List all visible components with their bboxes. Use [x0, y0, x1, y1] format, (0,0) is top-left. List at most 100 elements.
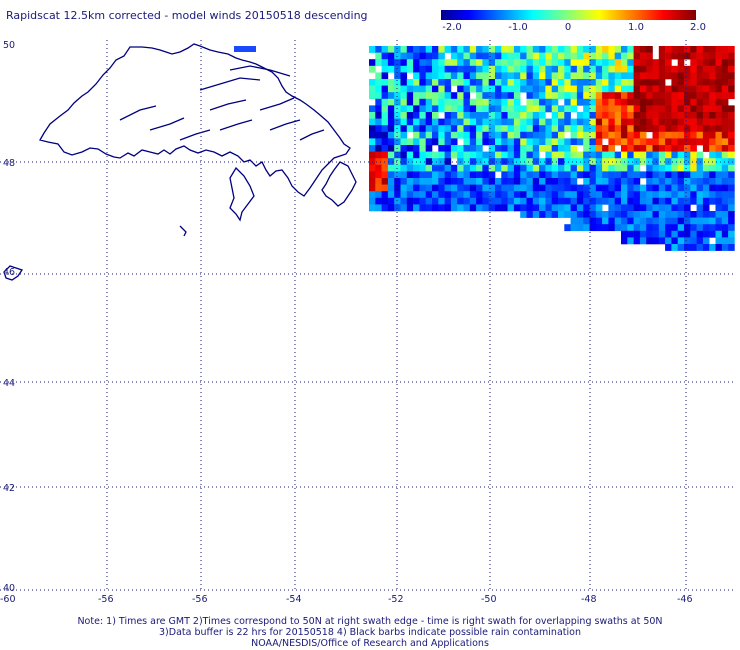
- swath-cell: [665, 105, 672, 113]
- swath-cell: [621, 197, 628, 205]
- swath-cell: [406, 79, 414, 86]
- swath-cell: [715, 244, 723, 251]
- swath-cell: [589, 178, 597, 185]
- swath-cell: [444, 158, 452, 166]
- swath-cell: [665, 184, 672, 192]
- swath-cell: [482, 92, 489, 100]
- swath-cell: [501, 178, 508, 185]
- swath-cell: [671, 151, 678, 159]
- swath-cell: [400, 46, 408, 53]
- swath-cell: [633, 171, 641, 179]
- swath-cell: [595, 79, 603, 86]
- inlet: [269, 119, 301, 131]
- swath-cell: [658, 158, 666, 166]
- swath-cell: [495, 184, 502, 192]
- swath-cell: [583, 92, 590, 100]
- swath-cell: [665, 72, 672, 80]
- swath-cell: [671, 105, 678, 113]
- swath-cell: [387, 178, 395, 185]
- swath-cell: [608, 145, 615, 152]
- swath-cell: [551, 178, 559, 185]
- swath-cell: [658, 217, 666, 225]
- swath-cell: [444, 151, 452, 159]
- swath-cell: [608, 79, 615, 86]
- swath-cell: [715, 138, 723, 146]
- swath-cell: [457, 52, 464, 60]
- swath-cell: [558, 171, 565, 179]
- swath-cell: [677, 211, 685, 218]
- swath-cell: [400, 145, 408, 152]
- swath-cell: [658, 46, 666, 53]
- swath-cell: [627, 118, 634, 126]
- swath-cell: [665, 118, 672, 126]
- swath-cell: [375, 72, 382, 80]
- swath-cell: [419, 112, 426, 119]
- swath-cell: [444, 92, 452, 100]
- swath-cell: [608, 171, 615, 179]
- swath-cell: [369, 171, 376, 179]
- swath-cell: [658, 85, 666, 93]
- swath-cell: [501, 105, 508, 113]
- swath-cell: [652, 171, 660, 179]
- swath-cell: [677, 244, 685, 251]
- swath-cell: [419, 151, 426, 159]
- swath-cell: [482, 204, 489, 212]
- swath-cell: [652, 191, 660, 199]
- note-line: NOAA/NESDIS/Office of Research and Appli…: [251, 638, 489, 649]
- swath-cell: [432, 112, 439, 119]
- swath-cell: [463, 191, 471, 199]
- swath-cell: [589, 138, 597, 146]
- swath-cell: [627, 85, 634, 93]
- swath-cell: [621, 125, 628, 133]
- swath-cell: [665, 46, 672, 53]
- swath-cell: [595, 52, 603, 60]
- swath-cell: [413, 112, 420, 119]
- swath-cell: [387, 105, 395, 113]
- swath-cell: [438, 52, 445, 60]
- swath-cell: [545, 98, 552, 106]
- swath-cell: [413, 164, 420, 172]
- swath-cell: [507, 145, 515, 152]
- swath-cell: [558, 105, 565, 113]
- swath-cell: [652, 164, 660, 172]
- swath-cell: [450, 59, 458, 67]
- swath-cell: [583, 171, 590, 179]
- swath-cell: [595, 224, 603, 232]
- swath-cell: [602, 211, 609, 218]
- swath-cell: [639, 72, 647, 80]
- swath-cell: [684, 52, 691, 60]
- swath-cell: [450, 118, 458, 126]
- swath-cell: [608, 211, 615, 218]
- swath-cell: [394, 65, 401, 73]
- swath-cell: [507, 158, 515, 166]
- swath-cell: [608, 131, 615, 139]
- swath-cell: [646, 52, 653, 60]
- swath-cell: [614, 217, 622, 225]
- swath-cell: [721, 85, 729, 93]
- swath-cell: [671, 138, 678, 146]
- swath-cell: [589, 79, 597, 86]
- swath-cell: [482, 164, 489, 172]
- swath-cell: [558, 164, 565, 172]
- colorbar-gradient: [441, 10, 696, 20]
- swath-cell: [709, 164, 716, 172]
- swath-cell: [463, 197, 471, 205]
- swath-cell: [639, 224, 647, 232]
- swath-cell: [400, 52, 408, 60]
- swath-cell: [633, 131, 641, 139]
- swath-cell: [564, 112, 571, 119]
- swath-cell: [633, 151, 641, 159]
- swath-cell: [728, 197, 735, 205]
- swath-cell: [425, 65, 433, 73]
- swath-cell: [595, 211, 603, 218]
- swath-cell: [608, 164, 615, 172]
- swath-cell: [387, 46, 395, 53]
- swath-cell: [495, 125, 502, 133]
- swath-cell: [665, 191, 672, 199]
- swath-cell: [463, 92, 471, 100]
- swath-cell: [696, 52, 704, 60]
- swath-cell: [482, 52, 489, 60]
- swath-cell: [469, 52, 477, 60]
- swath-cell: [608, 92, 615, 100]
- swath-cell: [400, 171, 408, 179]
